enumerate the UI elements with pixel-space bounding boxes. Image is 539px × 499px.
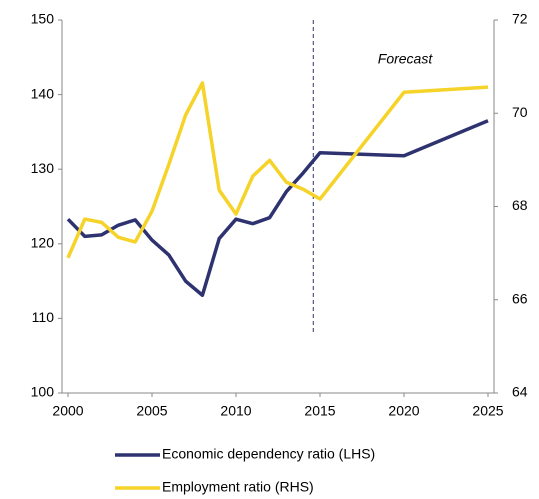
y2-tick-label: 70 bbox=[512, 104, 528, 120]
y-tick-label: 110 bbox=[32, 309, 55, 325]
x-tick-label: 2025 bbox=[472, 403, 503, 419]
y-tick-label: 140 bbox=[31, 85, 55, 101]
y-tick-label: 120 bbox=[31, 235, 55, 251]
x-tick-label: 2015 bbox=[304, 403, 335, 419]
x-tick-label: 2010 bbox=[220, 403, 251, 419]
series-line bbox=[66, 81, 489, 259]
legend-label: Economic dependency ratio (LHS) bbox=[162, 446, 375, 462]
y2-tick-label: 68 bbox=[512, 197, 528, 213]
x-tick-label: 2000 bbox=[52, 403, 83, 419]
y-tick-label: 100 bbox=[31, 384, 55, 400]
x-tick-label: 2020 bbox=[388, 403, 419, 419]
y-tick-label: 150 bbox=[31, 11, 55, 27]
series-line bbox=[66, 119, 489, 298]
legend-label: Employment ratio (RHS) bbox=[162, 479, 314, 495]
x-tick-label: 2005 bbox=[136, 403, 167, 419]
y2-tick-label: 66 bbox=[512, 290, 528, 306]
forecast-label: Forecast bbox=[378, 51, 434, 67]
y2-tick-label: 64 bbox=[512, 384, 528, 400]
y2-tick-label: 72 bbox=[512, 11, 528, 27]
y-tick-label: 130 bbox=[31, 160, 55, 176]
